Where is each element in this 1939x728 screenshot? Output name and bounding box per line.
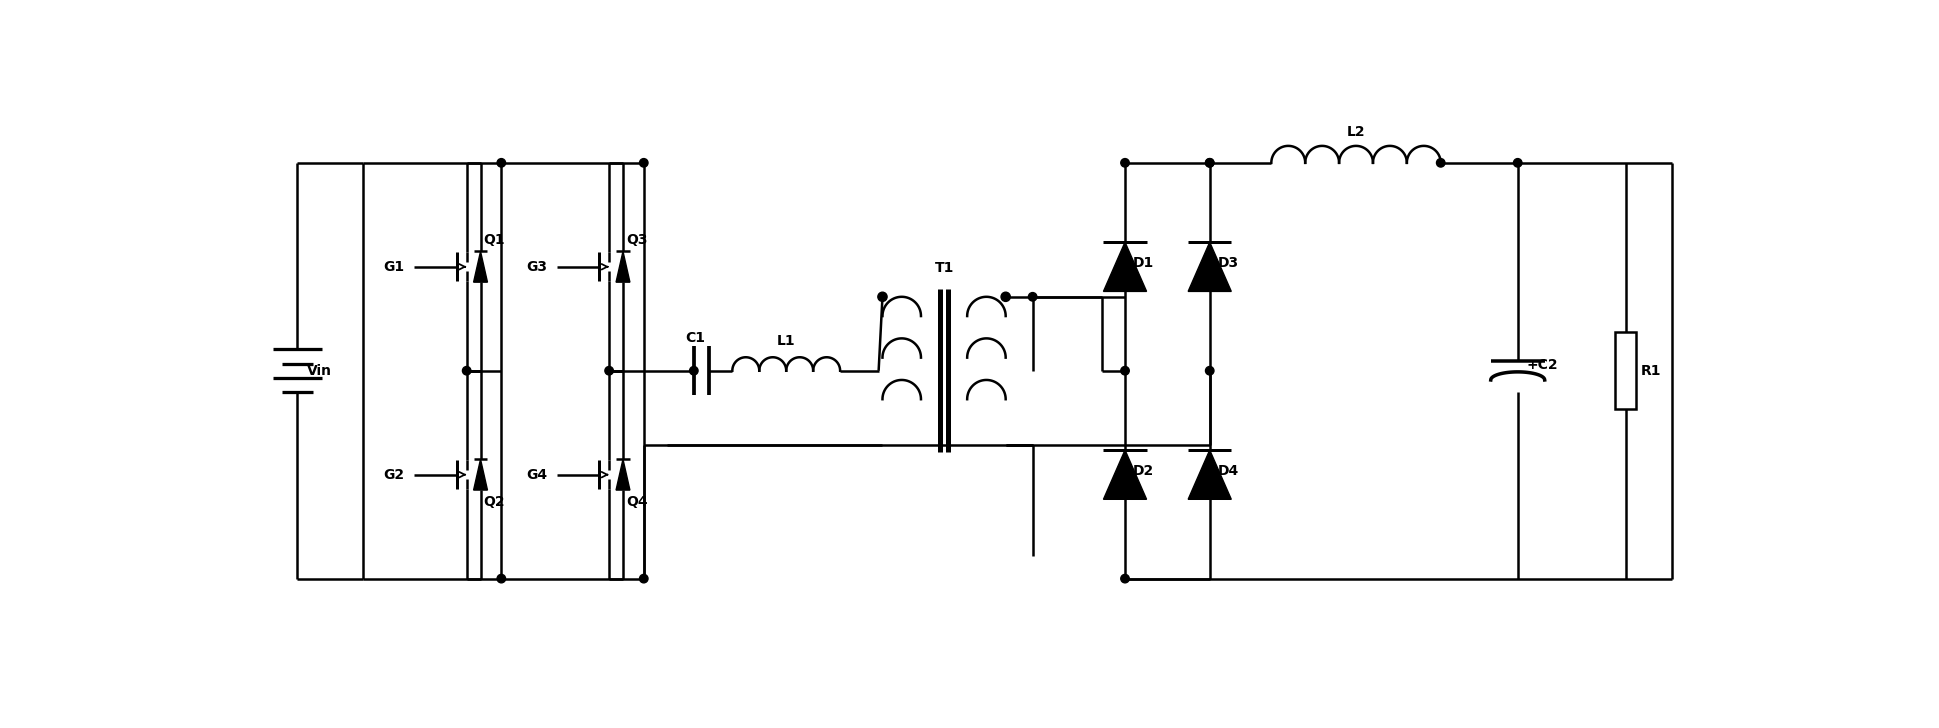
Polygon shape xyxy=(1103,242,1146,291)
Circle shape xyxy=(1514,159,1522,167)
Polygon shape xyxy=(1189,450,1231,499)
Circle shape xyxy=(496,574,506,583)
Bar xyxy=(1615,332,1637,409)
Circle shape xyxy=(1206,366,1214,375)
Text: +C2: +C2 xyxy=(1528,357,1559,371)
Circle shape xyxy=(640,159,648,167)
Text: Q4: Q4 xyxy=(626,494,648,509)
Text: D2: D2 xyxy=(1132,464,1154,478)
Polygon shape xyxy=(617,459,630,490)
Polygon shape xyxy=(1189,242,1231,291)
Text: C1: C1 xyxy=(684,331,706,345)
Circle shape xyxy=(1001,292,1010,301)
Circle shape xyxy=(878,292,886,301)
Text: G4: G4 xyxy=(525,467,547,482)
Text: G2: G2 xyxy=(384,467,405,482)
Circle shape xyxy=(1121,574,1128,583)
Text: Q3: Q3 xyxy=(626,233,648,247)
Circle shape xyxy=(1206,159,1214,167)
Text: R1: R1 xyxy=(1640,364,1662,378)
Polygon shape xyxy=(617,251,630,282)
Text: T1: T1 xyxy=(935,261,954,274)
Text: Q1: Q1 xyxy=(483,233,506,247)
Circle shape xyxy=(1121,159,1128,167)
Polygon shape xyxy=(1103,450,1146,499)
Text: Q2: Q2 xyxy=(483,494,506,509)
Circle shape xyxy=(690,366,698,375)
Circle shape xyxy=(640,574,648,583)
Circle shape xyxy=(461,366,471,375)
Circle shape xyxy=(1437,159,1445,167)
Circle shape xyxy=(496,159,506,167)
Text: G1: G1 xyxy=(384,260,405,274)
Circle shape xyxy=(1206,159,1214,167)
Text: L2: L2 xyxy=(1348,125,1365,139)
Text: L1: L1 xyxy=(778,334,795,349)
Polygon shape xyxy=(473,251,487,282)
Text: D3: D3 xyxy=(1218,256,1239,270)
Text: D4: D4 xyxy=(1218,464,1239,478)
Text: G3: G3 xyxy=(525,260,547,274)
Circle shape xyxy=(605,366,613,375)
Text: D1: D1 xyxy=(1132,256,1154,270)
Circle shape xyxy=(1121,366,1128,375)
Polygon shape xyxy=(473,459,487,490)
Circle shape xyxy=(1028,293,1037,301)
Text: Vin: Vin xyxy=(306,364,332,378)
